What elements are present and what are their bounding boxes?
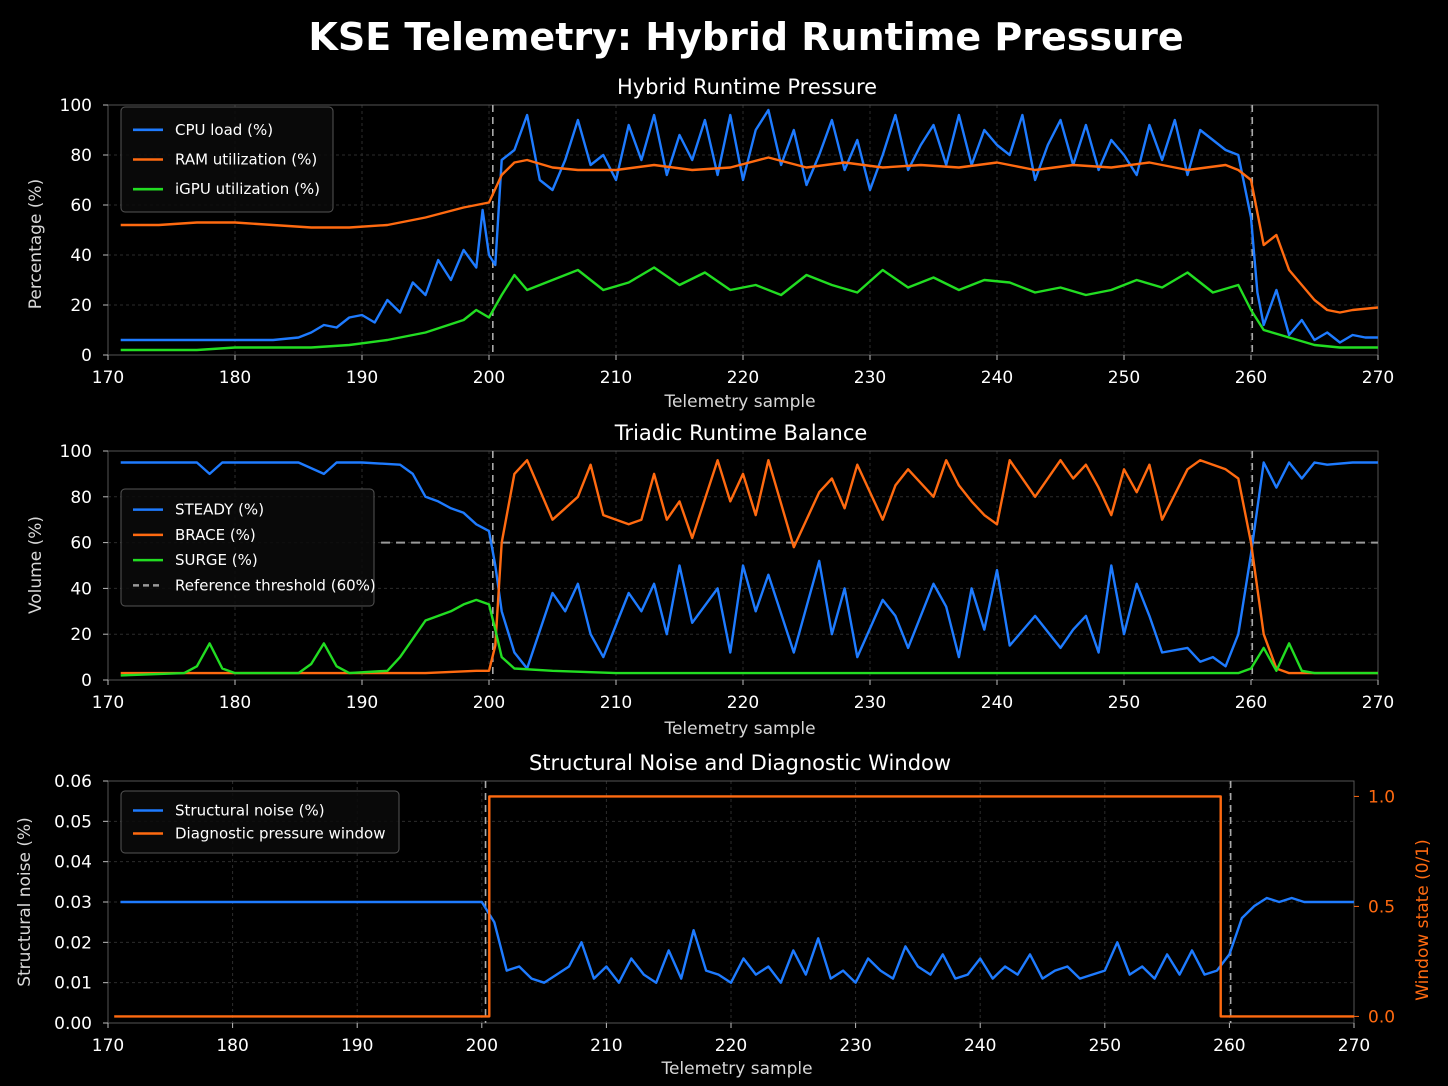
series-line-blue (120, 896, 1354, 984)
legend-label: Reference threshold (60%) (175, 576, 376, 594)
x-tick-label: 210 (600, 693, 632, 713)
series-line-green (120, 598, 1378, 677)
y-tick-label: 20 (70, 625, 92, 645)
y-tick-label: 0 (81, 671, 92, 691)
series-line-orange (120, 156, 1379, 314)
x-tick-label: 240 (981, 368, 1013, 388)
x-axis-label: Telemetry sample (663, 392, 815, 412)
x-tick-label: 270 (1362, 368, 1394, 388)
y-tick-label: 0.03 (54, 893, 92, 913)
legend-label: RAM utilization (%) (175, 151, 317, 169)
y-tick-label: 40 (70, 579, 92, 599)
legend-label: CPU load (%) (175, 121, 273, 139)
x-tick-label: 260 (1235, 693, 1267, 713)
panel-title: Triadic Runtime Balance (614, 421, 868, 445)
y-axis-label: Percentage (%) (26, 179, 46, 309)
legend-label: BRACE (%) (175, 526, 256, 544)
x-tick-label: 180 (219, 368, 251, 388)
x-tick-label: 220 (715, 1036, 747, 1056)
x-tick-label: 190 (341, 1036, 373, 1056)
y-tick-label: 100 (60, 442, 92, 462)
series-line-blue (120, 461, 1378, 670)
x-tick-label: 210 (590, 1036, 622, 1056)
x-tick-label: 200 (473, 693, 505, 713)
legend-box (120, 790, 400, 854)
x-tick-label: 210 (600, 368, 632, 388)
x-tick-label: 250 (1108, 693, 1140, 713)
y-tick-label: 80 (70, 146, 92, 166)
y-tick-label: 0 (81, 346, 92, 366)
series-line-orange (120, 459, 1378, 675)
legend-box (120, 488, 375, 607)
x-axis-label: Telemetry sample (660, 1059, 812, 1079)
y2-axis-label: Window state (0/1) (1413, 839, 1433, 1001)
y-tick-label: 0.00 (54, 1014, 92, 1034)
y-axis-label: Structural noise (%) (15, 817, 35, 987)
y-tick-label: 0.01 (54, 974, 92, 994)
x-tick-label: 190 (346, 693, 378, 713)
x-tick-label: 230 (854, 693, 886, 713)
legend-label: iGPU utilization (%) (175, 180, 320, 198)
x-tick-label: 270 (1338, 1036, 1370, 1056)
x-axis-label: Telemetry sample (663, 719, 815, 739)
chart-panel-triadic-runtime-balance: Triadic Runtime Balance Telemetry sample… (26, 421, 1394, 739)
y-tick-label: 60 (70, 534, 92, 554)
legend-label: SURGE (%) (175, 551, 258, 569)
panel-title: Structural Noise and Diagnostic Window (529, 751, 951, 775)
x-tick-label: 170 (92, 693, 124, 713)
x-tick-label: 220 (727, 368, 759, 388)
chart-panel-hybrid-runtime-pressure: Hybrid Runtime Pressure Telemetry sample… (26, 75, 1394, 412)
legend-label: Diagnostic pressure window (175, 825, 385, 843)
y2-tick-label: 0.0 (1368, 1007, 1395, 1027)
y-tick-label: 80 (70, 488, 92, 508)
chart-panel-structural-noise: Structural Noise and Diagnostic Window T… (15, 751, 1433, 1079)
x-tick-label: 240 (981, 693, 1013, 713)
x-tick-label: 200 (466, 1036, 498, 1056)
y-tick-label: 0.05 (54, 812, 92, 832)
x-tick-label: 260 (1235, 368, 1267, 388)
x-tick-label: 180 (219, 693, 251, 713)
x-tick-label: 250 (1108, 368, 1140, 388)
y-tick-label: 60 (70, 196, 92, 216)
x-tick-label: 230 (854, 368, 886, 388)
x-tick-label: 250 (1089, 1036, 1121, 1056)
series-line-blue (120, 108, 1378, 344)
x-tick-label: 190 (346, 368, 378, 388)
x-tick-label: 230 (839, 1036, 871, 1056)
x-tick-label: 270 (1362, 693, 1394, 713)
y-tick-label: 20 (70, 296, 92, 316)
y2-tick-label: 1.0 (1368, 787, 1395, 807)
legend-label: STEADY (%) (175, 501, 264, 519)
y-tick-label: 0.02 (54, 933, 92, 953)
figure-suptitle: KSE Telemetry: Hybrid Runtime Pressure (308, 15, 1183, 59)
series-line-orange (114, 795, 1354, 1018)
y2-tick-label: 0.5 (1368, 897, 1395, 917)
series-line-green (120, 266, 1378, 352)
y-tick-label: 0.04 (54, 853, 92, 873)
x-tick-label: 200 (473, 368, 505, 388)
x-tick-label: 240 (964, 1036, 996, 1056)
x-tick-label: 260 (1213, 1036, 1245, 1056)
y-tick-label: 100 (60, 96, 92, 116)
legend-box (120, 106, 334, 213)
y-tick-label: 40 (70, 246, 92, 266)
y-axis-label: Volume (%) (26, 516, 46, 614)
x-tick-label: 180 (216, 1036, 248, 1056)
y-tick-label: 0.06 (54, 772, 92, 792)
legend-label: Structural noise (%) (175, 802, 325, 820)
x-tick-label: 170 (92, 368, 124, 388)
panel-title: Hybrid Runtime Pressure (617, 75, 877, 99)
x-tick-label: 220 (727, 693, 759, 713)
x-tick-label: 170 (92, 1036, 124, 1056)
